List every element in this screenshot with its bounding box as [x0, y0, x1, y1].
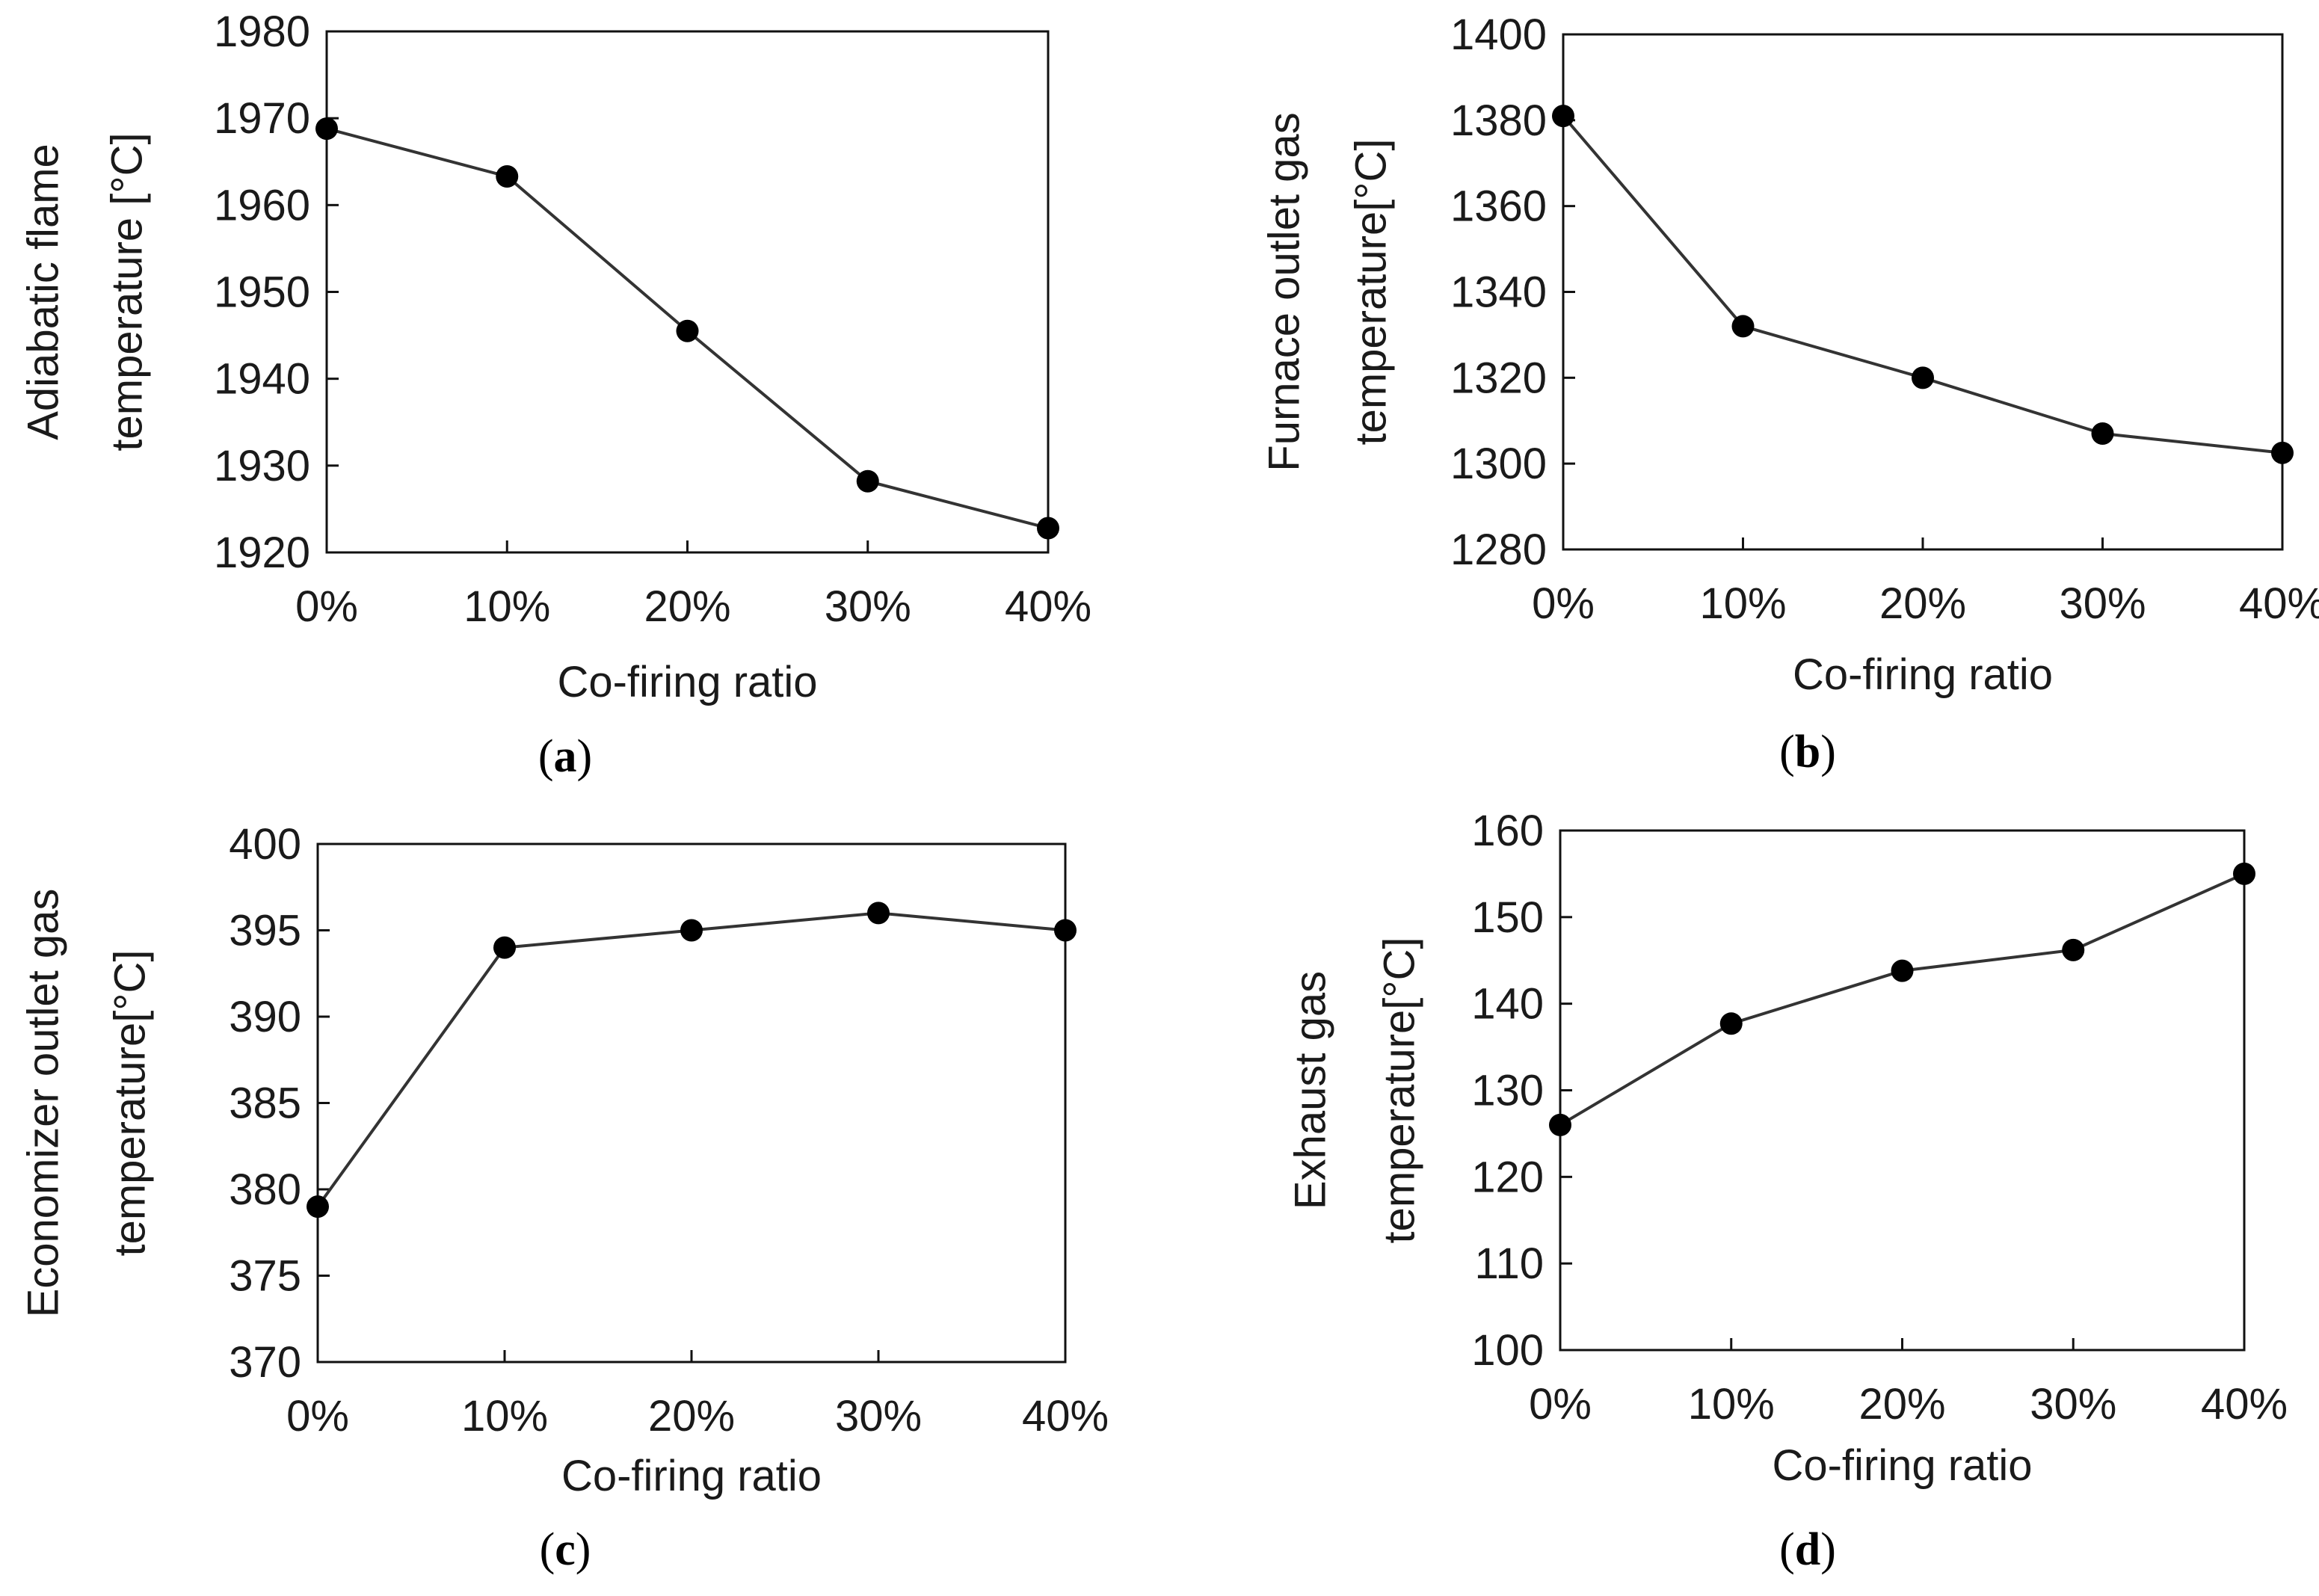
data-point — [676, 319, 699, 342]
y-tick-label: 100 — [1471, 1326, 1544, 1375]
data-point — [1891, 959, 1914, 982]
x-tick-label: 20% — [648, 1392, 735, 1441]
x-tick-label: 30% — [2059, 579, 2146, 628]
y-tick-label: 1980 — [214, 7, 310, 56]
y-axis-title-line: temperature[°C] — [1376, 937, 1424, 1243]
panel-label: (d) — [1779, 1524, 1836, 1575]
y-tick-label: 1970 — [214, 94, 310, 143]
panel-label: (a) — [538, 731, 592, 782]
y-axis-title-line: temperature[°C] — [106, 949, 155, 1256]
y-tick-label: 160 — [1471, 807, 1544, 855]
y-tick-label: 1380 — [1450, 96, 1547, 145]
data-point — [680, 919, 703, 942]
y-tick-label: 1320 — [1450, 354, 1547, 402]
data-point — [2233, 862, 2255, 885]
data-point — [2091, 422, 2114, 445]
plot-area — [325, 30, 1050, 554]
y-tick-label: 370 — [229, 1338, 301, 1387]
chart-panel-b: 1280 1300 1320 1340 1360 1380 1400 0% 10% 20% 30% 4… — [1260, 10, 2319, 777]
data-point — [1731, 315, 1755, 338]
y-tick-label: 375 — [229, 1252, 301, 1301]
y-tick-label: 1400 — [1450, 10, 1547, 59]
y-axis-title-line: Adiabatic flame — [19, 144, 68, 440]
x-tick-label: 0% — [1529, 1380, 1592, 1429]
data-point — [1037, 517, 1059, 540]
data-point — [307, 1195, 329, 1218]
y-axis-title-line: temperature [°C] — [103, 132, 152, 451]
x-tick-label: 0% — [1532, 579, 1595, 628]
x-tick-label: 0% — [295, 582, 358, 631]
x-tick-label: 40% — [2201, 1380, 2288, 1429]
y-tick-label: 1280 — [1450, 526, 1547, 574]
y-tick-label: 1300 — [1450, 440, 1547, 488]
x-tick-label: 10% — [461, 1392, 548, 1441]
y-tick-label: 120 — [1471, 1153, 1544, 1201]
x-tick-label: 40% — [1022, 1392, 1109, 1441]
x-axis-title: Co-firing ratio — [1793, 650, 2053, 699]
y-axis-title-line: Furnace outlet gas — [1260, 112, 1309, 471]
x-tick-label: 30% — [835, 1392, 922, 1441]
y-axis-title-line: Economizer outlet gas — [19, 889, 68, 1318]
x-tick-label: 0% — [286, 1392, 349, 1441]
plot-area — [1562, 33, 2284, 551]
y-tick-label: 380 — [229, 1165, 301, 1214]
y-tick-label: 110 — [1475, 1239, 1544, 1288]
data-point — [2271, 441, 2294, 464]
chart-panel-d: 100 110 120 130 140 150 160 0% 10% 20% 30% 40% Co-fi… — [1287, 807, 2288, 1575]
chart-panel-a: 1920 1930 1940 1950 1960 1970 1980 0% 10% 20% 30% 4… — [19, 7, 1092, 782]
y-tick-label: 1960 — [214, 181, 310, 229]
x-tick-label: 40% — [1005, 582, 1091, 631]
data-point — [856, 469, 879, 493]
x-tick-label: 10% — [1699, 579, 1786, 628]
data-point — [1549, 1113, 1571, 1136]
y-axis-title-line: Exhaust gas — [1287, 971, 1335, 1210]
x-axis-title: Co-firing ratio — [561, 1452, 822, 1500]
y-tick-label: 395 — [229, 907, 301, 955]
panel-label: (b) — [1779, 727, 1836, 777]
y-tick-label: 130 — [1471, 1067, 1544, 1115]
y-tick-label: 1940 — [214, 355, 310, 404]
plot-area — [1559, 829, 2246, 1352]
data-point — [1552, 105, 1574, 128]
panel-label: (c) — [540, 1524, 591, 1575]
data-point — [1054, 919, 1077, 942]
x-tick-label: 20% — [644, 582, 730, 631]
y-tick-label: 385 — [229, 1079, 301, 1128]
data-point — [2062, 938, 2085, 961]
y-tick-label: 1950 — [214, 268, 310, 317]
data-point — [315, 117, 338, 141]
x-tick-label: 20% — [1858, 1380, 1945, 1429]
y-tick-label: 1360 — [1450, 182, 1547, 231]
x-tick-label: 20% — [1879, 579, 1966, 628]
y-tick-label: 390 — [229, 993, 301, 1041]
x-tick-label: 40% — [2239, 579, 2319, 628]
y-tick-label: 1340 — [1450, 268, 1547, 317]
data-point — [1912, 366, 1934, 389]
x-tick-label: 30% — [2030, 1380, 2116, 1429]
x-tick-label: 30% — [825, 582, 911, 631]
y-axis-title-line: temperature[°C] — [1347, 138, 1396, 445]
data-point — [496, 164, 519, 188]
y-tick-label: 150 — [1471, 893, 1544, 942]
chart-panel-c: 370 375 380 385 390 395 400 0% 10% 20% 30% 40% Co-fi… — [19, 820, 1109, 1575]
x-axis-title: Co-firing ratio — [1772, 1441, 2032, 1490]
y-tick-label: 1920 — [214, 529, 310, 577]
x-tick-label: 10% — [1688, 1380, 1775, 1429]
x-axis-title: Co-firing ratio — [557, 658, 817, 706]
x-tick-label: 10% — [464, 582, 550, 631]
y-tick-label: 140 — [1471, 980, 1544, 1029]
y-tick-label: 400 — [229, 820, 301, 869]
y-tick-label: 1930 — [214, 442, 310, 490]
data-point — [493, 936, 516, 959]
data-point — [867, 902, 890, 925]
data-point — [1719, 1012, 1743, 1035]
